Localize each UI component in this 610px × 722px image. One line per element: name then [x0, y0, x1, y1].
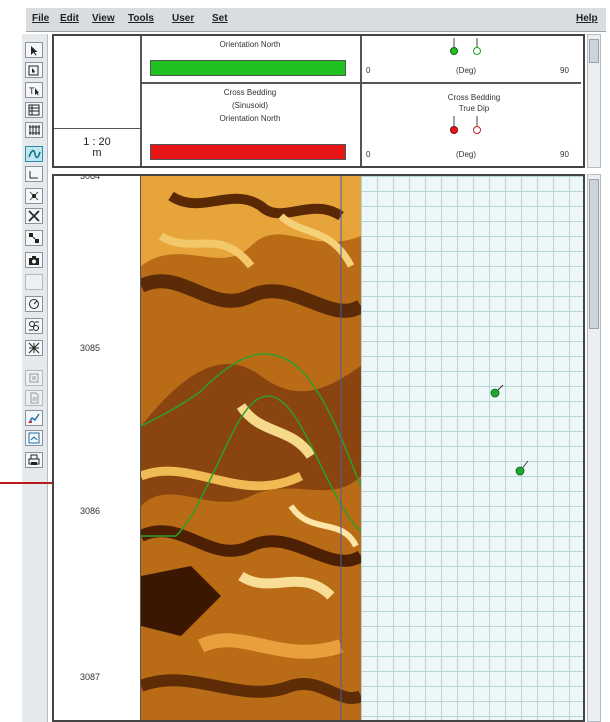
link-icon: [29, 321, 39, 331]
borehole-image-track[interactable]: [137, 176, 365, 720]
export-icon: [28, 432, 40, 444]
menu-view[interactable]: View: [92, 13, 115, 24]
print-tool[interactable]: [25, 452, 43, 468]
layer-icon: [29, 191, 39, 201]
circle-tool[interactable]: [25, 296, 43, 312]
table-tool[interactable]: [25, 102, 43, 118]
axis-max-top: 90: [560, 66, 569, 75]
axis-max-bottom: 90: [560, 150, 569, 159]
zoom-box-icon: [28, 65, 39, 75]
chart-tool[interactable]: [25, 390, 43, 406]
structure-icon: [28, 342, 40, 354]
pan-tool[interactable]: [25, 208, 43, 224]
axis-min-bottom: 0: [366, 150, 371, 159]
line-tool-icon: [29, 170, 38, 178]
document-icon: [30, 392, 39, 404]
svg-text:T: T: [29, 86, 35, 96]
scale-unit: m: [92, 146, 102, 159]
export-tool[interactable]: [25, 430, 43, 446]
group-tool[interactable]: [25, 230, 43, 246]
camera-icon: [29, 255, 39, 265]
group-icon: [29, 233, 39, 243]
circle-icon: [29, 299, 39, 309]
tool-palette: T: [22, 34, 48, 722]
orientation-legend-symbols: [450, 38, 481, 55]
data-icon: [29, 373, 39, 383]
stats-tool[interactable]: [25, 410, 43, 426]
orientation-north-bar: [150, 60, 346, 76]
stats-icon: [28, 413, 40, 424]
data-tool[interactable]: [25, 370, 43, 386]
axis-unit-bottom: (Deg): [456, 150, 477, 159]
depth-label-3086: 3086: [80, 506, 101, 516]
header-scrollbar[interactable]: [587, 34, 601, 168]
menu-edit[interactable]: Edit: [60, 13, 79, 24]
header-scroll-thumb[interactable]: [589, 39, 599, 63]
track-grid-icon: [29, 125, 40, 135]
menu-tools[interactable]: Tools: [128, 13, 154, 24]
log-scroll-thumb[interactable]: [589, 179, 599, 329]
depth-label-3084: 3084: [80, 174, 101, 181]
blank-tool[interactable]: [25, 274, 43, 290]
table-icon: [28, 104, 40, 116]
camera-tool[interactable]: [25, 252, 43, 268]
menu-file[interactable]: File: [32, 13, 50, 24]
text-tool-icon: T: [29, 86, 39, 96]
axis-min-top: 0: [366, 66, 371, 75]
cross-bedding-true-dip-label: Cross Bedding True Dip: [447, 93, 501, 113]
text-tool[interactable]: T: [25, 82, 43, 98]
log-view-panel: 3084 3085 3086 3087: [52, 174, 585, 722]
orientation-north-label: Orientation North: [219, 40, 281, 49]
menu-set[interactable]: Set: [212, 13, 228, 24]
axis-unit-top: (Deg): [456, 66, 477, 75]
curve-fit-icon: [27, 149, 41, 158]
pointer-tool[interactable]: [25, 42, 43, 58]
track-header-panel: 1 : 20 m Orientation North Cross Bedding…: [52, 34, 585, 168]
printer-icon: [28, 454, 40, 465]
pan-icon: [28, 210, 40, 222]
depth-label-3085: 3085: [80, 343, 101, 353]
line-tool[interactable]: [25, 166, 43, 182]
menu-help[interactable]: Help: [576, 13, 598, 24]
curve-fit-tool[interactable]: [25, 146, 43, 162]
menu-user[interactable]: User: [172, 13, 195, 24]
cross-bedding-sinusoid-label: Cross Bedding (Sinusoid) Orientation Nor…: [219, 88, 281, 123]
menu-bar: File Edit View Tools User Set Help: [26, 8, 606, 32]
structure-tool[interactable]: [25, 340, 43, 356]
pointer-icon: [31, 45, 38, 55]
depth-scale: 1 : 20 m: [54, 128, 140, 166]
dip-tadpoles: [490, 384, 529, 476]
cross-bedding-bar: [150, 144, 346, 160]
scale-ratio: 1 : 20: [83, 135, 111, 148]
dip-tadpole-track[interactable]: [361, 176, 583, 720]
zoom-box-tool[interactable]: [25, 62, 43, 78]
depth-label-3087: 3087: [80, 672, 101, 682]
log-scrollbar[interactable]: [587, 174, 601, 722]
track-grid-tool[interactable]: [25, 122, 43, 138]
link-tool[interactable]: [25, 318, 43, 334]
true-dip-legend-symbols: [450, 116, 481, 134]
borehole-image: [137, 176, 365, 720]
layer-tool[interactable]: [25, 188, 43, 204]
